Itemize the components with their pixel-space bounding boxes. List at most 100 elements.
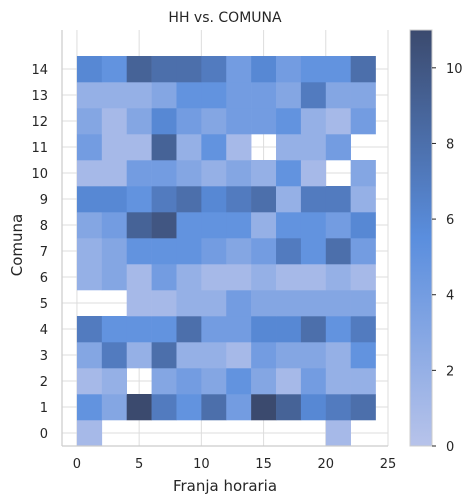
heatmap-cell (126, 394, 152, 421)
heatmap-cell (350, 368, 376, 395)
heatmap-cell (226, 342, 252, 369)
heatmap-cell (126, 264, 152, 291)
heatmap-cell (350, 316, 376, 343)
heatmap-cell (176, 160, 202, 187)
heatmap-cell (201, 108, 227, 135)
heatmap-cell (201, 160, 227, 187)
heatmap-cell (300, 316, 327, 343)
heatmap-cell (201, 56, 227, 83)
heatmap-cell (325, 420, 351, 447)
heatmap-cell (201, 212, 227, 239)
heatmap-cell (76, 368, 103, 395)
heatmap-cell (176, 56, 202, 83)
heatmap-cell (126, 290, 152, 317)
heatmap-cell (325, 134, 351, 161)
heatmap-cell (201, 186, 227, 213)
x-tick-label: 25 (380, 457, 397, 472)
heatmap-cell (126, 108, 152, 135)
heatmap-cell (201, 264, 227, 291)
heatmap-cell (101, 394, 128, 421)
heatmap-cell (76, 82, 103, 109)
y-tick-label: 7 (40, 245, 48, 260)
heatmap-cell (325, 108, 351, 135)
heatmap-cell (300, 342, 327, 369)
heatmap-cell (126, 238, 152, 265)
heatmap-cell (251, 108, 277, 135)
heatmap-cell (251, 264, 277, 291)
heatmap-cell (276, 342, 302, 369)
heatmap-cell (101, 186, 128, 213)
heatmap-cell (101, 56, 128, 83)
heatmap-cell (226, 290, 252, 317)
heatmap-cell (126, 160, 152, 187)
y-axis-label: Comuna (8, 214, 26, 276)
heatmap-cell (300, 82, 327, 109)
heatmap-cell (151, 56, 177, 83)
heatmap-cell (350, 160, 376, 187)
heatmap-cell (76, 56, 103, 83)
heatmap-cell (151, 160, 177, 187)
colorbar-tick-label: 4 (446, 289, 454, 304)
heatmap-cell (251, 342, 277, 369)
x-axis-label: Franja horaria (173, 477, 277, 495)
heatmap-cell (201, 394, 227, 421)
y-tick-label: 13 (31, 89, 48, 104)
heatmap-cell (101, 160, 128, 187)
heatmap-cell (350, 290, 376, 317)
heatmap-cell (300, 264, 327, 291)
heatmap-cell (151, 238, 177, 265)
heatmap-cell (276, 160, 302, 187)
x-tick-label: 5 (135, 457, 143, 472)
heatmap-cell (251, 316, 277, 343)
heatmap-cell (350, 186, 376, 213)
heatmap-cell (300, 56, 327, 83)
heatmap-cell (325, 264, 351, 291)
heatmap-cell (300, 394, 327, 421)
y-tick-label: 8 (40, 219, 48, 234)
heatmap-cell (126, 56, 152, 83)
heatmap-cell (300, 160, 327, 187)
heatmap-cell (176, 316, 202, 343)
heatmap-cell (151, 394, 177, 421)
y-tick-label: 3 (40, 349, 48, 364)
heatmap-cell (101, 108, 128, 135)
heatmap-cell (251, 394, 277, 421)
heatmap-cell (151, 368, 177, 395)
heatmap-cell (151, 108, 177, 135)
x-tick-labels: 0 5 10 15 20 25 (73, 457, 396, 472)
heatmap-cell (151, 186, 177, 213)
x-tick-label: 0 (73, 457, 81, 472)
heatmap-cell (226, 160, 252, 187)
heatmap-cell (350, 212, 376, 239)
heatmap-cell (101, 264, 128, 291)
heatmap-cell (151, 264, 177, 291)
heatmap-cell (76, 186, 103, 213)
heatmap-cell (325, 342, 351, 369)
heatmap-cell (201, 368, 227, 395)
heatmap-cell (276, 368, 302, 395)
heatmap-cell (176, 290, 202, 317)
heatmap-cell (226, 82, 252, 109)
heatmap-cell (325, 394, 351, 421)
heatmap-cell (226, 186, 252, 213)
chart-title: HH vs. COMUNA (168, 10, 282, 26)
heatmap-cell (101, 82, 128, 109)
heatmap-cell (300, 368, 327, 395)
heatmap-cell (226, 238, 252, 265)
heatmap-cell (276, 82, 302, 109)
heatmap-cell (76, 212, 103, 239)
heatmap-cell (176, 134, 202, 161)
heatmap-cell (300, 212, 327, 239)
heatmap-cell (251, 160, 277, 187)
heatmap-cell (151, 82, 177, 109)
heatmap-cell (226, 368, 252, 395)
heatmap-cell (151, 290, 177, 317)
heatmap-cell (276, 264, 302, 291)
heatmap-cell (76, 342, 103, 369)
heatmap-cell (176, 368, 202, 395)
heatmap-cell (251, 82, 277, 109)
heatmap-cell (276, 134, 302, 161)
heatmap-cell (325, 316, 351, 343)
heatmap-cell (76, 316, 103, 343)
heatmap-cell (76, 394, 103, 421)
